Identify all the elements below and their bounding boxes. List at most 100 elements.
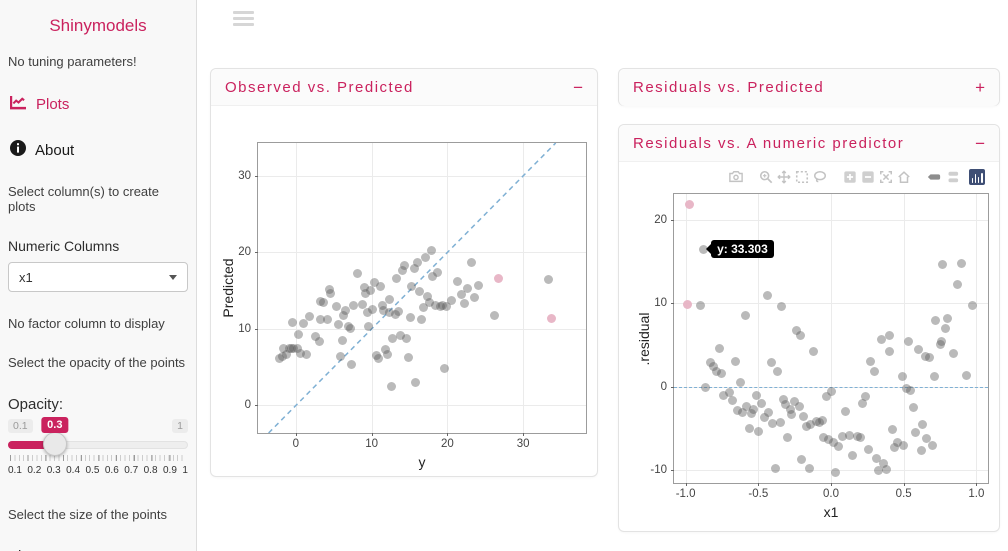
data-point[interactable]	[426, 246, 436, 256]
data-point[interactable]	[756, 399, 766, 409]
data-point[interactable]	[848, 450, 858, 460]
data-point[interactable]	[830, 467, 840, 477]
data-point[interactable]	[826, 386, 836, 396]
data-point[interactable]	[736, 378, 746, 388]
data-point[interactable]	[785, 404, 795, 414]
collapse-button[interactable]: −	[975, 133, 985, 153]
data-point[interactable]	[910, 428, 920, 438]
data-point[interactable]	[337, 335, 347, 345]
data-point[interactable]	[289, 343, 299, 353]
data-point[interactable]	[819, 432, 829, 442]
data-point[interactable]	[685, 200, 695, 210]
data-point[interactable]	[714, 344, 724, 354]
pan-icon[interactable]	[776, 169, 792, 185]
data-point[interactable]	[319, 298, 329, 308]
data-point[interactable]	[781, 399, 791, 409]
data-point[interactable]	[763, 407, 773, 417]
data-point[interactable]	[433, 267, 443, 277]
data-point[interactable]	[489, 311, 499, 321]
data-point[interactable]	[791, 325, 801, 335]
data-point[interactable]	[811, 416, 821, 426]
data-point[interactable]	[547, 314, 557, 324]
data-point[interactable]	[814, 417, 824, 427]
sidebar-toggle-button[interactable]	[233, 11, 254, 26]
data-point[interactable]	[925, 353, 935, 363]
data-point[interactable]	[777, 302, 787, 312]
data-point[interactable]	[801, 421, 811, 431]
data-point[interactable]	[279, 344, 289, 354]
data-point[interactable]	[931, 316, 941, 326]
data-point[interactable]	[948, 349, 958, 359]
data-point[interactable]	[439, 364, 449, 374]
sidebar-item-plots[interactable]: Plots	[9, 95, 188, 114]
data-point[interactable]	[395, 331, 405, 341]
data-point[interactable]	[370, 277, 380, 287]
numeric-columns-select[interactable]: x1	[8, 262, 188, 292]
data-point[interactable]	[778, 394, 788, 404]
data-point[interactable]	[470, 293, 480, 303]
data-point[interactable]	[829, 437, 839, 447]
data-point[interactable]	[324, 285, 334, 295]
data-point[interactable]	[398, 266, 408, 276]
data-point[interactable]	[884, 346, 894, 356]
data-point[interactable]	[775, 417, 785, 427]
data-point[interactable]	[413, 257, 423, 267]
data-point[interactable]	[473, 280, 483, 290]
zoom-in-icon[interactable]	[842, 169, 858, 185]
data-point[interactable]	[790, 397, 800, 407]
autoscale-icon[interactable]	[878, 169, 894, 185]
data-point[interactable]	[292, 344, 302, 354]
data-point[interactable]	[957, 258, 967, 268]
collapse-button[interactable]: −	[573, 77, 583, 97]
data-point[interactable]	[766, 358, 776, 368]
zoom-icon[interactable]	[758, 169, 774, 185]
data-point[interactable]	[323, 315, 333, 325]
data-point[interactable]	[887, 425, 897, 435]
data-point[interactable]	[442, 302, 452, 312]
data-point[interactable]	[961, 370, 971, 380]
data-point[interactable]	[941, 323, 951, 333]
data-point[interactable]	[952, 279, 962, 289]
data-point[interactable]	[315, 315, 325, 325]
data-point[interactable]	[428, 272, 438, 282]
data-point[interactable]	[795, 331, 805, 341]
data-point[interactable]	[913, 344, 923, 354]
data-point[interactable]	[745, 424, 755, 434]
data-point[interactable]	[762, 291, 772, 301]
data-point[interactable]	[275, 354, 285, 364]
data-point[interactable]	[936, 336, 946, 346]
data-point[interactable]	[838, 431, 848, 441]
data-point[interactable]	[935, 339, 945, 349]
data-point[interactable]	[711, 367, 721, 377]
reset-axes-icon[interactable]	[896, 169, 912, 185]
data-point[interactable]	[447, 296, 457, 306]
data-point[interactable]	[903, 336, 913, 346]
panel-header[interactable]: Observed vs. Predicted −	[211, 69, 597, 106]
data-point[interactable]	[967, 300, 977, 310]
data-point[interactable]	[897, 371, 907, 381]
opacity-slider-handle[interactable]	[42, 432, 67, 456]
data-point[interactable]	[845, 430, 855, 440]
data-point[interactable]	[920, 351, 930, 361]
data-point[interactable]	[452, 276, 462, 286]
data-point[interactable]	[730, 356, 740, 366]
data-point[interactable]	[861, 391, 871, 401]
data-point[interactable]	[438, 301, 448, 311]
data-point[interactable]	[282, 350, 292, 360]
data-point[interactable]	[705, 358, 715, 368]
data-point[interactable]	[430, 300, 440, 310]
data-point[interactable]	[809, 347, 819, 357]
data-point[interactable]	[906, 385, 916, 395]
sidebar-item-about[interactable]: About	[10, 140, 188, 160]
data-point[interactable]	[390, 309, 400, 319]
data-point[interactable]	[822, 391, 832, 401]
data-point[interactable]	[855, 432, 865, 442]
data-point[interactable]	[740, 310, 750, 320]
data-point[interactable]	[909, 403, 919, 413]
data-point[interactable]	[386, 381, 396, 391]
data-point[interactable]	[353, 269, 363, 279]
data-point[interactable]	[733, 405, 743, 415]
plotly-logo-icon[interactable]	[969, 169, 985, 185]
data-point[interactable]	[727, 395, 737, 405]
data-point[interactable]	[768, 419, 778, 429]
